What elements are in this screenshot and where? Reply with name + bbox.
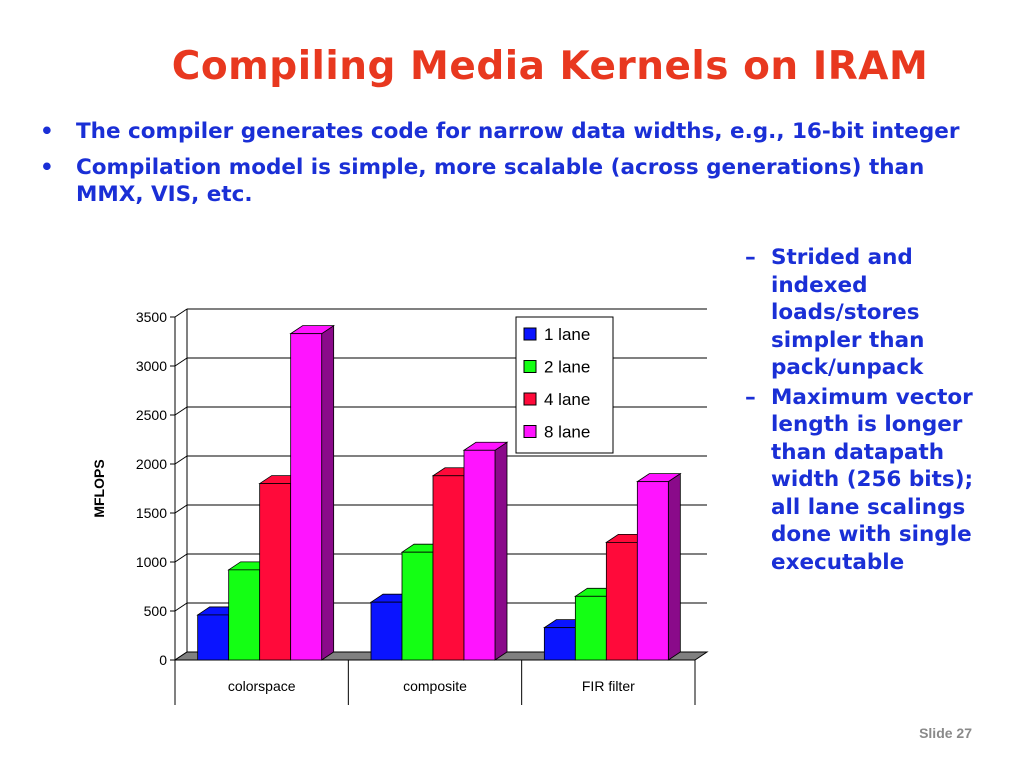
x-tick-label: FIR filter (582, 678, 635, 694)
bar (463, 449, 496, 661)
subbullet-marker: – (745, 245, 756, 270)
x-tick-label: composite (403, 678, 467, 694)
bar-side (494, 441, 508, 661)
y-axis-title: MFLOPS (91, 459, 107, 517)
subbullet-item: – Strided and indexed loads/stores simpl… (745, 244, 1005, 382)
legend-label: 2 lane (544, 358, 590, 377)
subbullet-item: – Maximum vector length is longer than d… (745, 384, 1005, 577)
y-tick-label: 0 (159, 652, 167, 668)
y-tick-label: 3500 (136, 309, 167, 325)
bar-chart-svg: 0 500 1000 1500 2000 2500 3000 3500 MFLOPS colors… (91, 308, 709, 705)
bar (259, 483, 292, 661)
bar (432, 475, 465, 661)
legend-label: 1 lane (544, 325, 590, 344)
gridline-side (174, 357, 188, 367)
bar (574, 595, 607, 661)
bar-side (667, 472, 681, 661)
bar (228, 569, 261, 661)
legend-swatch (523, 425, 537, 438)
y-tick-label: 2000 (136, 456, 167, 472)
slide-number: Slide 27 (919, 725, 972, 741)
gridline-side (174, 602, 188, 612)
bar (290, 333, 323, 661)
subbullet-list: – Strided and indexed loads/stores simpl… (745, 244, 1005, 578)
subbullet-text: Strided and indexed loads/stores simpler… (771, 245, 925, 380)
y-tick-label: 1500 (136, 505, 167, 521)
x-tick-label: colorspace (228, 678, 296, 694)
gridline-side (174, 308, 188, 318)
legend-label: 8 lane (544, 423, 590, 442)
bar (197, 614, 230, 661)
bullet-marker: • (40, 119, 54, 144)
gridline-side (174, 553, 188, 563)
y-tick-label: 500 (144, 603, 168, 619)
bullet-text: The compiler generates code for narrow d… (76, 119, 960, 144)
legend-label: 4 lane (544, 390, 590, 409)
gridline-side (174, 455, 188, 465)
legend-swatch (523, 327, 537, 341)
bullet-item: • Compilation model is simple, more scal… (40, 154, 990, 208)
bullet-marker: • (40, 155, 54, 180)
gridline-side (174, 406, 188, 416)
y-tick-label: 1000 (136, 554, 167, 570)
y-tick-label: 2500 (136, 407, 167, 423)
subbullet-marker: – (745, 384, 756, 410)
bar (370, 601, 403, 661)
bar (543, 627, 576, 661)
bar-chart: 0 500 1000 1500 2000 2500 3000 3500 MFLOPS colors… (80, 295, 720, 715)
subbullet-text: Maximum vector length is longer than dat… (771, 384, 974, 575)
bullet-item: • The compiler generates code for narrow… (40, 118, 990, 145)
bar (636, 481, 669, 661)
gridline-side (174, 504, 188, 514)
slide-title: Compiling Media Kernels on IRAM (171, 44, 929, 89)
bar (605, 541, 638, 661)
legend-swatch (523, 360, 537, 373)
legend-swatch (523, 392, 537, 406)
bullet-list: • The compiler generates code for narrow… (40, 118, 990, 217)
bullet-text: Compilation model is simple, more scalab… (76, 155, 925, 207)
y-tick-label: 3000 (136, 358, 167, 374)
bar-side (321, 324, 335, 661)
bar (401, 551, 434, 661)
